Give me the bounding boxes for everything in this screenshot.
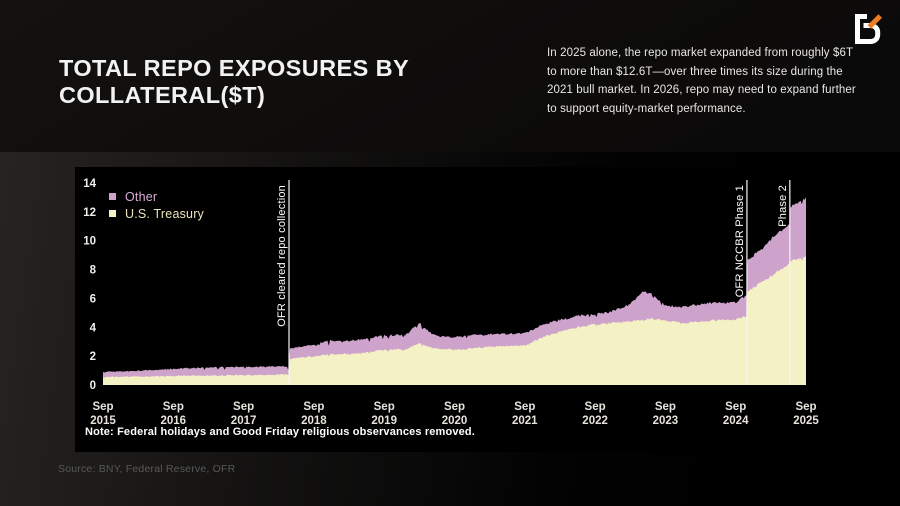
legend-item-other: Other: [109, 188, 204, 205]
chart-legend: Other U.S. Treasury: [109, 188, 204, 222]
x-tick-label-month: Sep: [374, 401, 395, 413]
event-label-ofr-nccbr-phase-1: OFR NCCBR Phase 1: [734, 185, 746, 297]
source-credit: Source: BNY, Federal Reserve, OFR: [58, 463, 235, 475]
y-tick-label: 14: [83, 178, 96, 190]
y-tick-label: 0: [90, 380, 96, 392]
y-tick-label: 6: [90, 293, 96, 305]
x-tick-label-month: Sep: [92, 401, 113, 413]
x-tick-label-month: Sep: [444, 401, 465, 413]
x-tick-label-year: 2025: [793, 415, 819, 427]
event-label-phase-2: Phase 2: [777, 185, 789, 227]
y-tick-label: 10: [83, 236, 96, 248]
x-tick-label-month: Sep: [795, 401, 816, 413]
x-tick-label-month: Sep: [303, 401, 324, 413]
event-label-ofr-cleared-repo-collection: OFR cleared repo collection: [276, 185, 288, 327]
x-tick-label-month: Sep: [725, 401, 746, 413]
y-tick-label: 2: [90, 351, 96, 363]
legend-swatch-other: [109, 193, 116, 200]
chart-panel: 02468101214Sep2015Sep2016Sep2017Sep2018S…: [75, 167, 837, 452]
legend-label-u-s-treasury: U.S. Treasury: [125, 207, 204, 221]
legend-item-u-s-treasury: U.S. Treasury: [109, 205, 204, 222]
x-tick-label-month: Sep: [233, 401, 254, 413]
slide: TOTAL REPO EXPOSURES BY COLLATERAL($T) I…: [0, 0, 900, 506]
x-tick-label-month: Sep: [163, 401, 184, 413]
x-tick-label-year: 2022: [582, 415, 608, 427]
x-tick-label-year: 2024: [723, 415, 749, 427]
x-tick-label-month: Sep: [514, 401, 535, 413]
b-lightning-logo-icon: [851, 12, 883, 46]
y-tick-label: 4: [90, 322, 97, 334]
y-tick-label: 12: [83, 207, 96, 219]
header-description: In 2025 alone, the repo market expanded …: [547, 44, 865, 119]
x-tick-label-year: 2021: [512, 415, 538, 427]
x-tick-label-year: 2023: [653, 415, 679, 427]
legend-swatch-u-s-treasury: [109, 210, 116, 217]
page-title: TOTAL REPO EXPOSURES BY COLLATERAL($T): [59, 55, 479, 110]
x-tick-label-month: Sep: [585, 401, 606, 413]
x-tick-label-month: Sep: [655, 401, 676, 413]
chart-note: Note: Federal holidays and Good Friday r…: [85, 426, 475, 438]
legend-label-other: Other: [125, 190, 157, 204]
y-tick-label: 8: [90, 265, 97, 277]
